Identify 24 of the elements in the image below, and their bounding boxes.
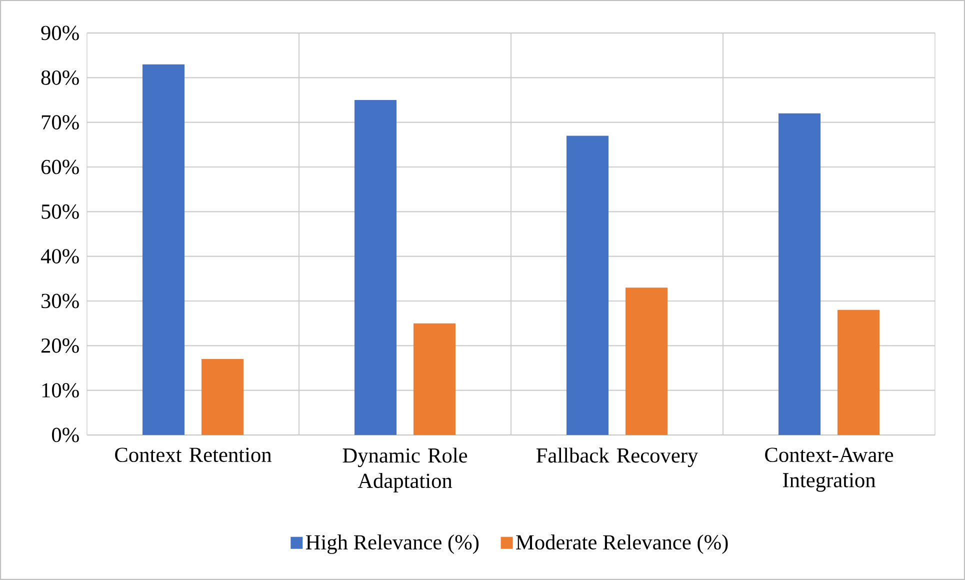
y-tick-label: 60% (41, 160, 79, 174)
x-tick-label: Context Retention (115, 448, 272, 462)
bar (142, 64, 185, 435)
x-tick-label: Context-Aware Integration (765, 448, 894, 492)
legend-label: High Relevance (%) (306, 534, 479, 554)
y-tick-label: 30% (42, 294, 79, 308)
x-tick-label: Fallback Recovery (536, 448, 698, 468)
bar (414, 323, 456, 435)
y-tick-label: 0% (52, 428, 79, 442)
y-tick-label: 80% (41, 70, 79, 85)
bar (838, 310, 880, 435)
bar (354, 100, 396, 435)
y-tick-label: 10% (42, 383, 79, 398)
y-tick-label: 50% (42, 204, 79, 219)
bar (778, 113, 820, 435)
x-tick-label: Dynamic Role Adaptation (342, 448, 468, 492)
y-tick-label: 90% (41, 26, 79, 40)
legend-label: Moderate Relevance (%) (516, 534, 728, 554)
y-tick-label: 20% (41, 338, 79, 353)
bar (202, 359, 244, 435)
y-tick-label: 40% (40, 249, 79, 264)
y-tick-label: 70% (42, 115, 79, 130)
bar (626, 288, 668, 435)
bar (566, 136, 609, 435)
